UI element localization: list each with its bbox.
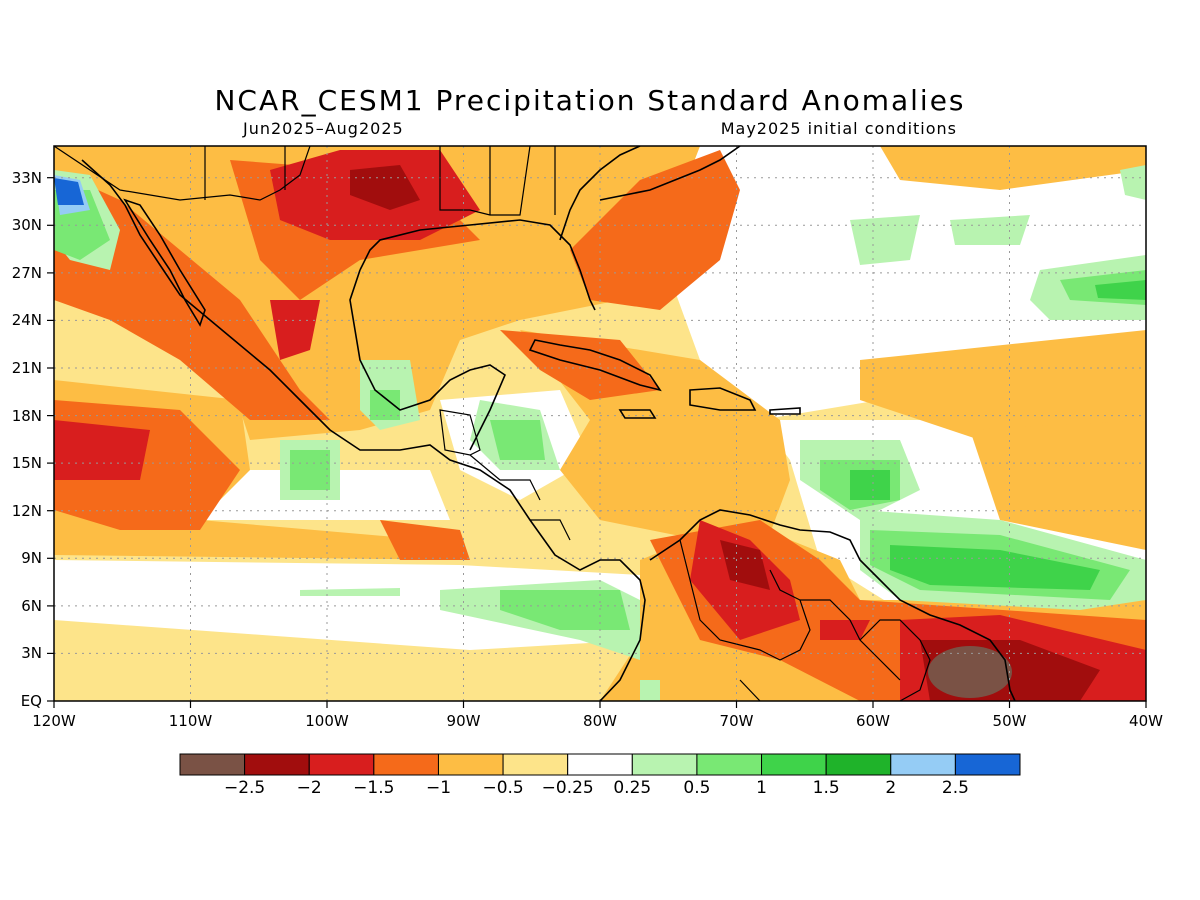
y-tick-label: 27N xyxy=(12,264,42,282)
legend-swatch xyxy=(502,753,569,776)
legend-swatch xyxy=(761,753,827,776)
legend-swatch xyxy=(890,753,956,776)
political-borders xyxy=(54,146,931,701)
legend-label: 0.25 xyxy=(613,778,651,798)
legend-swatch xyxy=(567,753,633,776)
legend-swatch xyxy=(244,753,310,776)
map-title: NCAR_CESM1 Precipitation Standard Anomal… xyxy=(214,84,966,117)
legend-swatch xyxy=(954,753,1021,776)
y-tick-label: 33N xyxy=(12,169,42,187)
legend-swatch xyxy=(179,753,246,776)
x-tick-label: 70W xyxy=(720,712,754,730)
legend-label: 1 xyxy=(756,778,767,798)
y-tick-label: 15N xyxy=(12,454,42,472)
x-tick-label: 80W xyxy=(583,712,617,730)
legend-label: −0.5 xyxy=(482,778,523,798)
legend-label: −1 xyxy=(426,778,451,798)
legend-swatch xyxy=(696,753,763,776)
x-tick-label: 100W xyxy=(305,712,349,730)
y-tick-label: EQ xyxy=(21,692,42,710)
grid-lines xyxy=(54,146,1146,701)
legend-label: −2 xyxy=(297,778,322,798)
legend-label: 0.5 xyxy=(683,778,710,798)
y-tick-label: 9N xyxy=(21,549,42,567)
y-tick-label: 21N xyxy=(12,359,42,377)
x-tick-label: 40W xyxy=(1129,712,1163,730)
legend-swatch xyxy=(373,753,439,776)
x-tick-label: 120W xyxy=(32,712,76,730)
x-tick-label: 50W xyxy=(993,712,1027,730)
legend-swatch xyxy=(437,753,504,776)
legend-swatch xyxy=(631,753,698,776)
legend-label: −1.5 xyxy=(353,778,394,798)
forecast-period: Jun2025–Aug2025 xyxy=(243,119,404,138)
y-tick-label: 3N xyxy=(21,644,42,662)
y-tick-label: 6N xyxy=(21,597,42,615)
legend-swatch xyxy=(825,753,892,776)
x-tick-label: 60W xyxy=(856,712,890,730)
y-tick-label: 24N xyxy=(12,311,42,329)
legend-label: 1.5 xyxy=(813,778,840,798)
y-tick-label: 30N xyxy=(12,216,42,234)
anomaly-field xyxy=(54,146,1146,701)
color-legend xyxy=(179,753,1021,776)
legend-label: −0.25 xyxy=(542,778,594,798)
legend-label: 2.5 xyxy=(942,778,969,798)
y-tick-label: 18N xyxy=(12,407,42,425)
initial-conditions: May2025 initial conditions xyxy=(720,119,957,138)
y-tick-label: 12N xyxy=(12,502,42,520)
legend-label: −2.5 xyxy=(224,778,265,798)
x-tick-label: 90W xyxy=(447,712,481,730)
legend-label: 2 xyxy=(885,778,896,798)
tick-marks xyxy=(47,177,1147,708)
x-tick-label: 110W xyxy=(169,712,213,730)
legend-swatch xyxy=(308,753,375,776)
